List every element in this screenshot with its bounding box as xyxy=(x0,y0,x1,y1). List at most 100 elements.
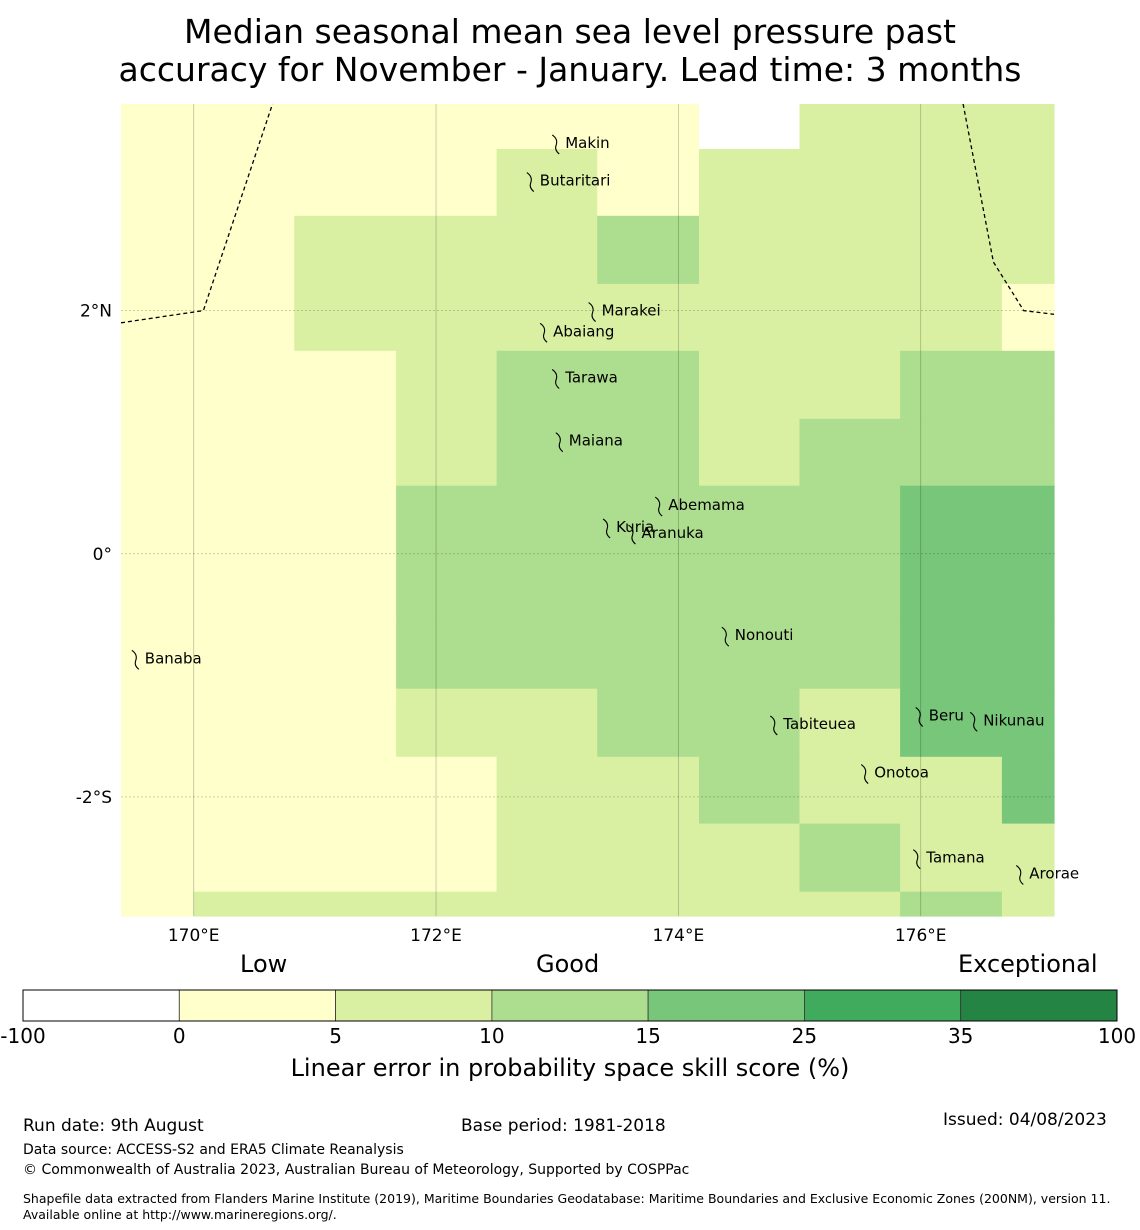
data-source: Data source: ACCESS-S2 and ERA5 Climate … xyxy=(23,1142,404,1158)
grid-cell xyxy=(396,104,498,150)
colorbar-label: Linear error in probability space skill … xyxy=(290,1054,850,1082)
grid-cell xyxy=(496,350,598,420)
grid-cell xyxy=(193,149,295,217)
grid-cell xyxy=(121,149,195,217)
grid-cell xyxy=(294,104,397,150)
colorbar-tick-label: 25 xyxy=(791,1024,818,1048)
island-outline xyxy=(602,518,611,539)
grid-cell xyxy=(396,621,498,690)
grid-cell xyxy=(396,553,498,623)
skill-grid xyxy=(121,104,1055,917)
grid-cell xyxy=(900,283,1003,352)
issued-date: Issued: 04/08/2023 xyxy=(943,1110,1107,1130)
grid-cell xyxy=(699,149,801,217)
grid-cell xyxy=(496,418,598,487)
grid-cell xyxy=(396,823,498,893)
grid-cell xyxy=(193,756,295,825)
colorbar-tick-label: 100 xyxy=(1097,1024,1137,1048)
grid-cell xyxy=(496,553,598,623)
island-label: Banaba xyxy=(145,649,202,667)
colorbar xyxy=(22,989,1118,1022)
island-outline xyxy=(131,649,140,670)
map-title-line-2: accuracy for November - January. Lead ti… xyxy=(118,50,1022,89)
grid-cell xyxy=(699,756,801,825)
grid-cell xyxy=(799,891,901,917)
island-label: Nonouti xyxy=(735,626,794,644)
grid-cell xyxy=(496,756,598,825)
island-label: Kuria xyxy=(616,518,654,536)
grid-cell xyxy=(1001,553,1055,623)
grid-cell xyxy=(1001,756,1055,825)
colorbar-segment xyxy=(335,989,493,1022)
island-outline xyxy=(969,711,978,732)
grid-cell xyxy=(396,350,498,420)
run-date: Run date: 9th August xyxy=(23,1116,204,1136)
grid-cell xyxy=(1001,823,1055,893)
grid-cell xyxy=(496,215,598,285)
grid-cell xyxy=(1001,283,1055,352)
island-label: Abaiang xyxy=(553,322,614,340)
island-outline xyxy=(551,134,560,155)
grid-cell xyxy=(396,891,498,917)
grid-cell xyxy=(1001,688,1055,758)
grid-cell xyxy=(799,104,901,150)
grid-cell xyxy=(799,149,901,217)
island-label: Beru xyxy=(929,706,964,724)
colorbar-segment xyxy=(22,989,180,1022)
colorbar-tick-label: 0 xyxy=(172,1024,186,1048)
colorbar-segment xyxy=(491,989,649,1022)
island-label: Tabiteuea xyxy=(782,715,856,733)
grid-cell xyxy=(799,553,901,623)
island-outline xyxy=(539,322,548,343)
grid-cell xyxy=(597,418,700,487)
grid-cell xyxy=(294,823,397,893)
lat-tick-label: 2°N xyxy=(80,302,112,322)
grid-cell xyxy=(900,553,1003,623)
grid-cell xyxy=(121,350,195,420)
island-outline xyxy=(551,369,560,389)
grid-cell xyxy=(496,283,598,352)
map-title-line-1: Median seasonal mean sea level pressure … xyxy=(184,12,956,51)
grid-cell xyxy=(496,688,598,758)
grid-cell xyxy=(193,621,295,690)
grid-cell xyxy=(496,149,598,217)
grid-cell xyxy=(193,418,295,487)
grid-cell xyxy=(121,621,195,690)
grid-cell xyxy=(597,149,700,217)
grid-cell xyxy=(597,891,700,917)
base-period: Base period: 1981-2018 xyxy=(461,1116,666,1136)
lat-tick-label: -2°S xyxy=(76,788,112,808)
grid-cell xyxy=(799,215,901,285)
island-outline xyxy=(654,496,663,517)
grid-cell xyxy=(699,553,801,623)
island-label: Onotoa xyxy=(874,764,929,782)
colorbar-segment xyxy=(178,989,337,1022)
lon-tick-label: 176°E xyxy=(895,926,947,946)
grid-cell xyxy=(597,688,700,758)
grid-cell xyxy=(597,823,700,893)
grid-cell xyxy=(121,215,195,285)
island-label: Makin xyxy=(565,134,610,152)
grid-cell xyxy=(900,485,1003,555)
copyright: © Commonwealth of Australia 2023, Austra… xyxy=(23,1162,690,1178)
grid-cell xyxy=(294,418,397,487)
grid-cell xyxy=(597,104,700,150)
grid-cell xyxy=(193,350,295,420)
grid-cell xyxy=(294,891,397,917)
axis-ticks: 170°E 172°E 174°E 176°E 2°N 0° -2°S xyxy=(76,302,947,946)
grid-cell xyxy=(193,283,295,352)
island-outline xyxy=(555,432,564,453)
grid-cell xyxy=(1001,891,1055,917)
grid-cell xyxy=(597,553,700,623)
grid-cell xyxy=(496,891,598,917)
grid-cell xyxy=(121,104,195,150)
grid-cell xyxy=(1001,149,1055,217)
grid-cell xyxy=(900,149,1003,217)
grid-cell xyxy=(799,418,901,487)
grid-cell xyxy=(900,756,1003,825)
grid-cell xyxy=(193,215,295,285)
island-outline xyxy=(588,302,596,323)
grid-cell xyxy=(294,756,397,825)
island-label: Aranuka xyxy=(642,524,704,542)
grid-cell xyxy=(799,485,901,555)
